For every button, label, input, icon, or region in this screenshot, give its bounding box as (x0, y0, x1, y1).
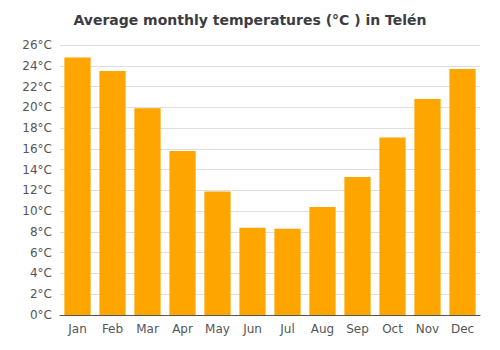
svg-text:12°C: 12°C (22, 183, 52, 197)
svg-text:Nov: Nov (416, 322, 439, 336)
svg-text:16°C: 16°C (22, 142, 52, 156)
svg-text:14°C: 14°C (22, 163, 52, 177)
svg-text:Aug: Aug (311, 322, 334, 336)
svg-text:18°C: 18°C (22, 121, 52, 135)
svg-text:Apr: Apr (172, 322, 193, 336)
svg-text:Jul: Jul (279, 322, 294, 336)
svg-text:6°C: 6°C (30, 246, 52, 260)
svg-text:Feb: Feb (102, 322, 123, 336)
svg-text:24°C: 24°C (22, 59, 52, 73)
svg-text:Sep: Sep (346, 322, 369, 336)
svg-text:Jan: Jan (67, 322, 87, 336)
svg-text:2°C: 2°C (30, 287, 52, 301)
svg-text:10°C: 10°C (22, 204, 52, 218)
svg-text:May: May (205, 322, 230, 336)
svg-text:Mar: Mar (136, 322, 159, 336)
svg-text:Jun: Jun (242, 322, 262, 336)
svg-text:22°C: 22°C (22, 80, 52, 94)
svg-text:20°C: 20°C (22, 100, 52, 114)
svg-text:8°C: 8°C (30, 225, 52, 239)
svg-text:0°C: 0°C (30, 308, 52, 322)
svg-text:Average monthly temperatures (: Average monthly temperatures (°C ) in Te… (73, 12, 426, 28)
svg-text:Oct: Oct (382, 322, 403, 336)
svg-text:4°C: 4°C (30, 266, 52, 280)
svg-text:26°C: 26°C (22, 38, 52, 52)
svg-text:Dec: Dec (451, 322, 474, 336)
